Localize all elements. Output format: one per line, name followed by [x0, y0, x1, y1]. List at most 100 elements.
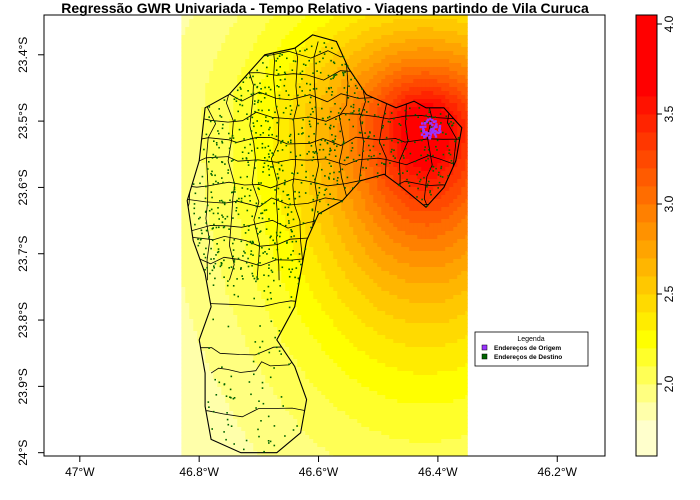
raster-cell — [409, 71, 414, 76]
raster-cell — [289, 123, 294, 128]
raster-cell — [457, 115, 462, 120]
raster-cell — [461, 95, 466, 100]
raster-cell — [241, 111, 246, 116]
raster-cell — [265, 87, 270, 92]
raster-cell — [277, 35, 282, 40]
raster-cell — [325, 91, 330, 96]
raster-cell — [233, 107, 238, 112]
raster-cell — [233, 203, 238, 208]
raster-cell — [345, 111, 350, 116]
raster-cell — [197, 247, 202, 252]
raster-cell — [393, 55, 398, 60]
raster-cell — [457, 187, 462, 192]
raster-cell — [441, 51, 446, 56]
raster-cell — [313, 159, 318, 164]
raster-cell — [449, 251, 454, 256]
raster-cell — [377, 47, 382, 52]
raster-cell — [373, 183, 378, 188]
raster-cell — [253, 75, 258, 80]
raster-cell — [441, 47, 446, 52]
raster-cell — [365, 187, 370, 192]
raster-cell — [309, 27, 314, 32]
raster-cell — [193, 115, 198, 120]
raster-cell — [453, 39, 458, 44]
raster-cell — [265, 15, 270, 20]
raster-cell — [377, 251, 382, 256]
raster-cell — [205, 259, 210, 264]
raster-cell — [181, 175, 186, 180]
raster-cell — [457, 55, 462, 60]
raster-cell — [373, 75, 378, 80]
raster-cell — [301, 207, 306, 212]
raster-cell — [277, 119, 282, 124]
raster-cell — [233, 207, 238, 212]
raster-cell — [241, 211, 246, 216]
raster-cell — [253, 163, 258, 168]
raster-cell — [221, 223, 226, 228]
raster-cell — [265, 283, 270, 288]
raster-cell — [245, 247, 250, 252]
raster-cell — [213, 175, 218, 180]
raster-cell — [417, 195, 422, 200]
raster-cell — [245, 23, 250, 28]
raster-cell — [445, 143, 450, 148]
raster-cell — [185, 27, 190, 32]
raster-cell — [301, 147, 306, 152]
raster-cell — [365, 115, 370, 120]
raster-cell — [397, 23, 402, 28]
raster-cell — [209, 103, 214, 108]
raster-cell — [437, 227, 442, 232]
raster-cell — [401, 179, 406, 184]
raster-cell — [433, 75, 438, 80]
raster-cell — [201, 39, 206, 44]
raster-cell — [185, 219, 190, 224]
raster-cell — [285, 51, 290, 56]
raster-cell — [365, 71, 370, 76]
raster-cell — [353, 171, 358, 176]
raster-cell — [181, 127, 186, 132]
raster-cell — [277, 287, 282, 292]
raster-cell — [413, 239, 418, 244]
raster-cell — [329, 135, 334, 140]
raster-cell — [389, 71, 394, 76]
raster-cell — [241, 35, 246, 40]
raster-cell — [457, 143, 462, 148]
raster-cell — [401, 119, 406, 124]
raster-cell — [341, 167, 346, 172]
raster-cell — [321, 287, 326, 292]
raster-cell — [421, 107, 426, 112]
raster-cell — [377, 135, 382, 140]
raster-cell — [445, 179, 450, 184]
raster-cell — [281, 27, 286, 32]
raster-cell — [353, 151, 358, 156]
raster-cell — [241, 247, 246, 252]
raster-cell — [369, 71, 374, 76]
raster-cell — [389, 175, 394, 180]
raster-cell — [213, 159, 218, 164]
raster-cell — [325, 187, 330, 192]
raster-cell — [369, 223, 374, 228]
raster-cell — [409, 215, 414, 220]
raster-cell — [429, 243, 434, 248]
raster-cell — [333, 195, 338, 200]
raster-cell — [297, 15, 302, 20]
raster-cell — [257, 171, 262, 176]
raster-cell — [393, 59, 398, 64]
raster-cell — [197, 115, 202, 120]
raster-cell — [373, 287, 378, 292]
raster-cell — [229, 183, 234, 188]
raster-cell — [369, 23, 374, 28]
raster-cell — [277, 243, 282, 248]
raster-cell — [269, 139, 274, 144]
raster-cell — [429, 179, 434, 184]
raster-cell — [433, 223, 438, 228]
raster-cell — [245, 207, 250, 212]
raster-cell — [241, 19, 246, 24]
raster-cell — [261, 87, 266, 92]
raster-cell — [241, 279, 246, 284]
raster-cell — [317, 15, 322, 20]
raster-cell — [437, 191, 442, 196]
raster-cell — [465, 63, 468, 68]
raster-cell — [197, 75, 202, 80]
raster-cell — [329, 143, 334, 148]
